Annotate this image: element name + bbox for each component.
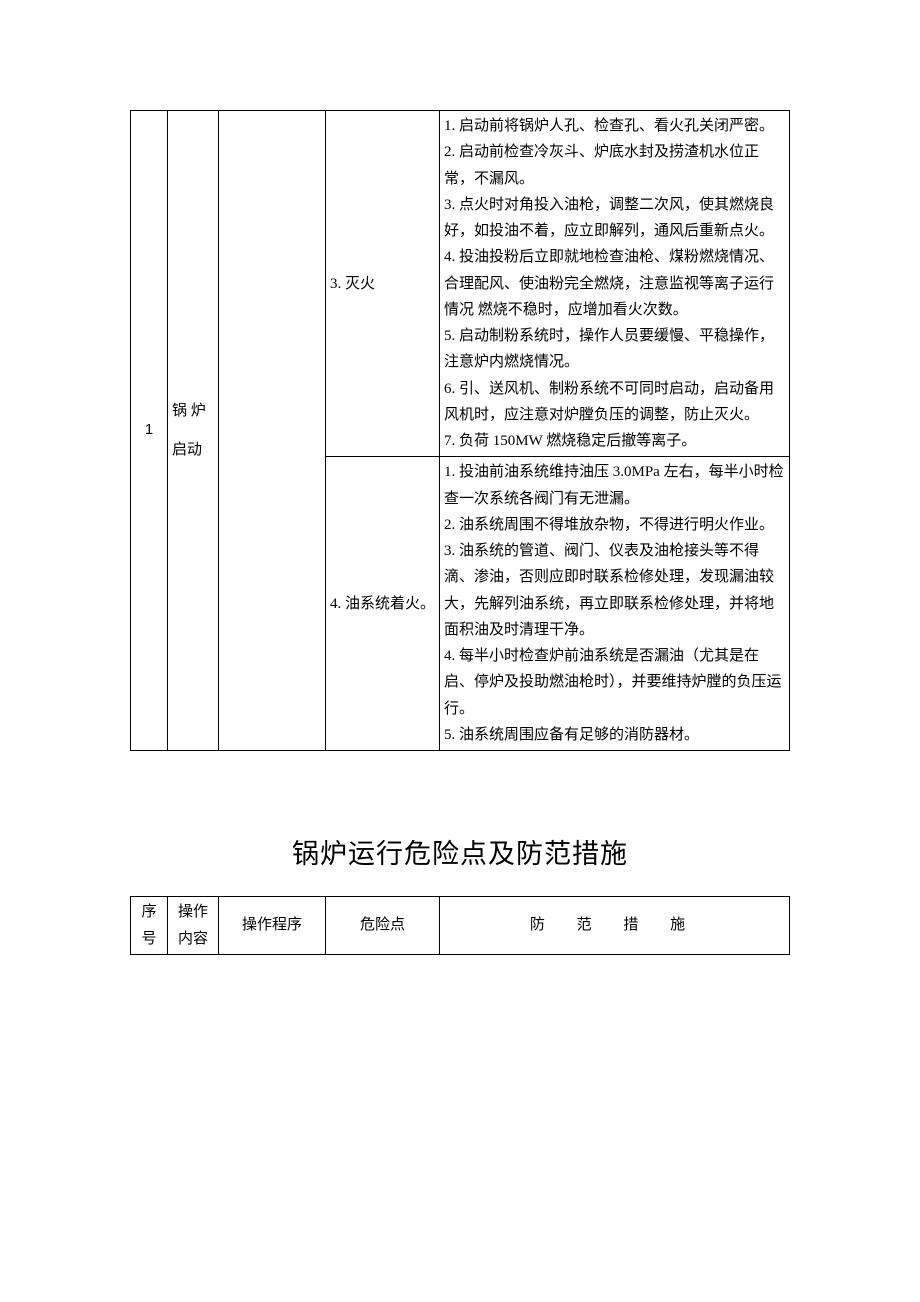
header-op-content: 操作内容 bbox=[168, 897, 219, 955]
operation-procedure-cell bbox=[219, 111, 326, 751]
header-hazard: 危险点 bbox=[326, 897, 440, 955]
measures-cell: 1. 启动前将锅炉人孔、检查孔、看火孔关闭严密。 2. 启动前检查冷灰斗、炉底水… bbox=[440, 111, 790, 457]
header-op-procedure: 操作程序 bbox=[219, 897, 326, 955]
hazard-table-2-header: 序号 操作内容 操作程序 危险点 防 范 措 施 bbox=[130, 896, 790, 955]
header-seq: 序号 bbox=[131, 897, 168, 955]
hazard-name-cell: 4. 油系统着火。 bbox=[326, 457, 440, 751]
row-number-cell: 1 bbox=[131, 111, 168, 751]
header-measures: 防 范 措 施 bbox=[440, 897, 790, 955]
operation-content-cell: 锅 炉启动 bbox=[168, 111, 219, 751]
hazard-name-cell: 3. 灭火 bbox=[326, 111, 440, 457]
hazard-table-1: 1 锅 炉启动 3. 灭火 1. 启动前将锅炉人孔、检查孔、看火孔关闭严密。 2… bbox=[130, 110, 790, 751]
section-title: 锅炉运行危险点及防范措施 bbox=[130, 831, 790, 878]
measures-cell: 1. 投油前油系统维持油压 3.0MPa 左右，每半小时检查一次系统各阀门有无泄… bbox=[440, 457, 790, 751]
